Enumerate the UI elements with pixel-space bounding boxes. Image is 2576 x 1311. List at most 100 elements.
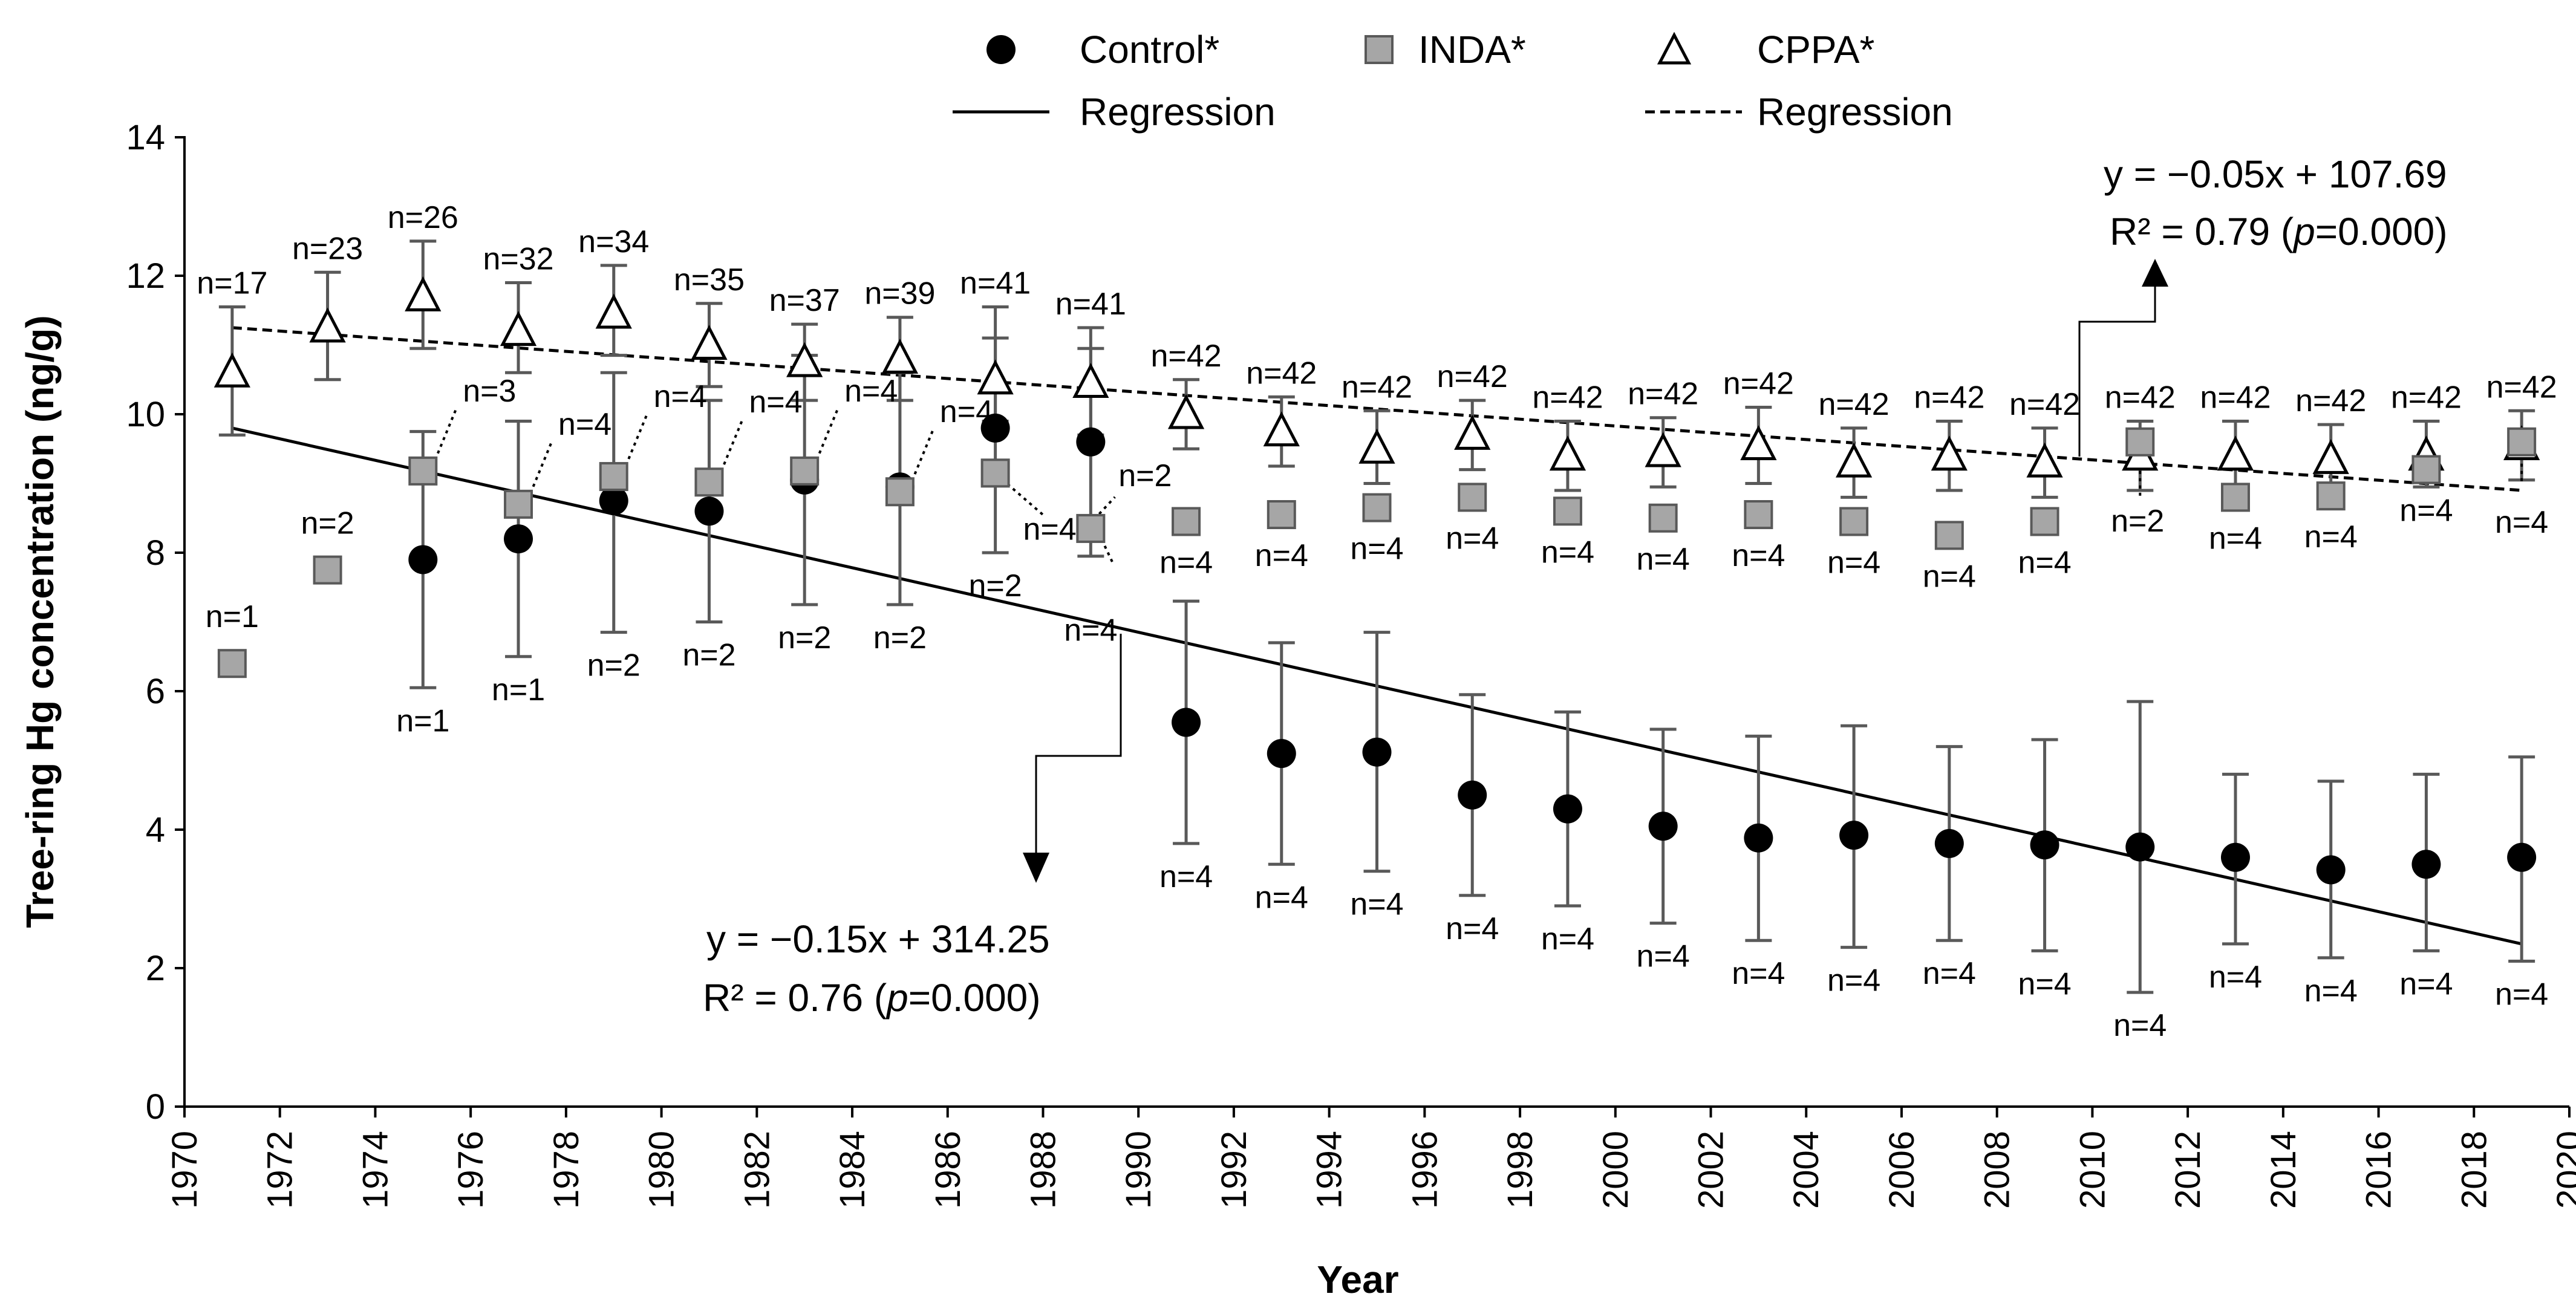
cppa-point (1931, 435, 1968, 471)
inda-leader-line (624, 414, 648, 466)
cppa-n-label: n=42 (1246, 356, 1317, 391)
legend-cppa-marker (1657, 31, 1692, 65)
inda-n-label: n=4 (1827, 545, 1880, 580)
inda-point (2030, 507, 2059, 536)
cppa-point (977, 359, 1014, 395)
cppa-n-label: n=42 (2009, 387, 2080, 422)
control-point (1744, 823, 1773, 853)
x-tick-label: 1982 (737, 1131, 777, 1209)
cppa-n-label: n=35 (674, 262, 745, 298)
x-tick-label: 1996 (1405, 1131, 1444, 1209)
control-n-label: n=4 (2399, 966, 2453, 1001)
inda-n-label: n=4 (1350, 532, 1403, 567)
inda-point (2507, 427, 2537, 457)
control-callout-arrow-line (1035, 634, 1122, 857)
x-tick-label: 1970 (165, 1131, 204, 1209)
cppa-callout-arrowhead (2142, 259, 2168, 287)
cppa-n-label: n=41 (1055, 287, 1126, 322)
cppa-n-label: n=42 (1723, 366, 1794, 402)
inda-point (2316, 481, 2346, 511)
cppa-equation: y = −0.05x + 107.69 (2104, 152, 2447, 196)
inda-n-label: n=4 (2399, 493, 2453, 529)
legend-inda-marker (1365, 35, 1394, 64)
control-point (408, 545, 438, 574)
inda-n-label: n=4 (654, 379, 707, 414)
inda-n-label: n=2 (301, 506, 354, 541)
y-ticks: 0 2 4 6 8 10 12 14 (126, 118, 184, 1127)
x-tick-label: 1974 (356, 1131, 395, 1209)
x-tick-label: 1986 (928, 1131, 968, 1209)
control-point (2316, 855, 2346, 885)
x-axis-title: Year (1317, 1258, 1398, 1301)
control-n-label: n=4 (1827, 963, 1880, 998)
legend-control-marker (986, 35, 1016, 64)
y-tick-label: 0 (146, 1087, 165, 1127)
control-point (1172, 708, 1201, 737)
inda-n-label: n=4 (1255, 538, 1308, 573)
data-markers (214, 276, 2540, 885)
inda-n-label: n=1 (206, 599, 259, 634)
cppa-n-label: n=42 (1819, 387, 1890, 422)
control-r2-suffix: =0.000) (908, 976, 1041, 1020)
cppa-n-label: n=42 (2391, 380, 2462, 415)
control-n-label: n=4 (1923, 956, 1976, 991)
y-axis-title: Tree-ring Hg concentration (ng/g) (18, 315, 62, 928)
inda-point (504, 489, 533, 519)
inda-n-label: n=4 (2209, 521, 2262, 556)
cppa-point (309, 307, 346, 343)
control-n-label: n=4 (2495, 977, 2548, 1012)
control-point (1076, 427, 1106, 457)
sample-size-labels: n=1n=1n=2 n=2 n=2 n=2n=2n=4n=4n=4 n=4n=4 n=4 n… (197, 200, 2557, 1043)
inda-n-label: n=3 (463, 374, 516, 409)
inda-point (1553, 496, 1582, 526)
control-n-label: n=4 (1732, 956, 1785, 991)
inda-n-label: n=4 (2495, 505, 2548, 540)
control-point (2507, 842, 2537, 872)
cppa-point (595, 293, 632, 329)
control-point (2220, 842, 2250, 872)
x-tick-label: 2006 (1882, 1131, 1922, 1209)
cppa-n-label: n=42 (2105, 380, 2176, 415)
inda-leader-line (911, 429, 934, 482)
x-tick-label: 1988 (1023, 1131, 1063, 1209)
x-tick-label: 2020 (2550, 1131, 2576, 1209)
cppa-n-label: n=42 (1342, 369, 1412, 405)
cppa-n-label: n=42 (1914, 380, 1984, 415)
cppa-n-label: n=42 (1150, 339, 1221, 374)
cppa-point (214, 352, 250, 388)
control-r2: R² = 0.76 (p=0.000) (703, 976, 1041, 1020)
cppa-n-label: n=42 (1628, 377, 1698, 412)
control-point (2411, 850, 2441, 879)
error-bars (218, 239, 2535, 994)
x-tick-label: 2016 (2359, 1131, 2399, 1209)
inda-n-label: n=4 (749, 385, 802, 420)
cppa-point (1835, 442, 1873, 478)
control-n-label: n=4 (1350, 887, 1403, 922)
inda-point (1458, 483, 1487, 512)
cppa-n-label: n=17 (197, 266, 267, 301)
inda-point (1172, 507, 1201, 536)
cppa-point (2312, 439, 2349, 474)
control-n-label: n=4 (1541, 922, 1594, 957)
y-tick-label: 12 (126, 256, 165, 296)
x-tick-label: 1978 (547, 1131, 586, 1209)
control-equation: y = −0.15x + 314.25 (706, 917, 1050, 961)
x-tick-label: 2004 (1787, 1131, 1826, 1209)
cppa-n-label: n=42 (1532, 380, 1603, 415)
control-callout-arrowhead (1023, 853, 1049, 883)
cppa-point (2026, 442, 2063, 478)
legend-inda-label: INDA* (1418, 28, 1526, 71)
cppa-point (786, 342, 823, 377)
cppa-point (405, 276, 442, 311)
control-point (694, 496, 724, 526)
inda-n-label: n=4 (558, 407, 611, 442)
control-point (1458, 780, 1487, 810)
control-point (1839, 821, 1869, 850)
control-n-label: n=4 (2113, 1008, 2167, 1043)
x-tick-label: 1990 (1119, 1131, 1158, 1209)
inda-point (1648, 503, 1678, 533)
cppa-point (1072, 363, 1109, 398)
cppa-n-label: n=42 (2486, 369, 2557, 405)
control-p-italic: p (885, 976, 908, 1020)
control-point (1553, 794, 1582, 824)
